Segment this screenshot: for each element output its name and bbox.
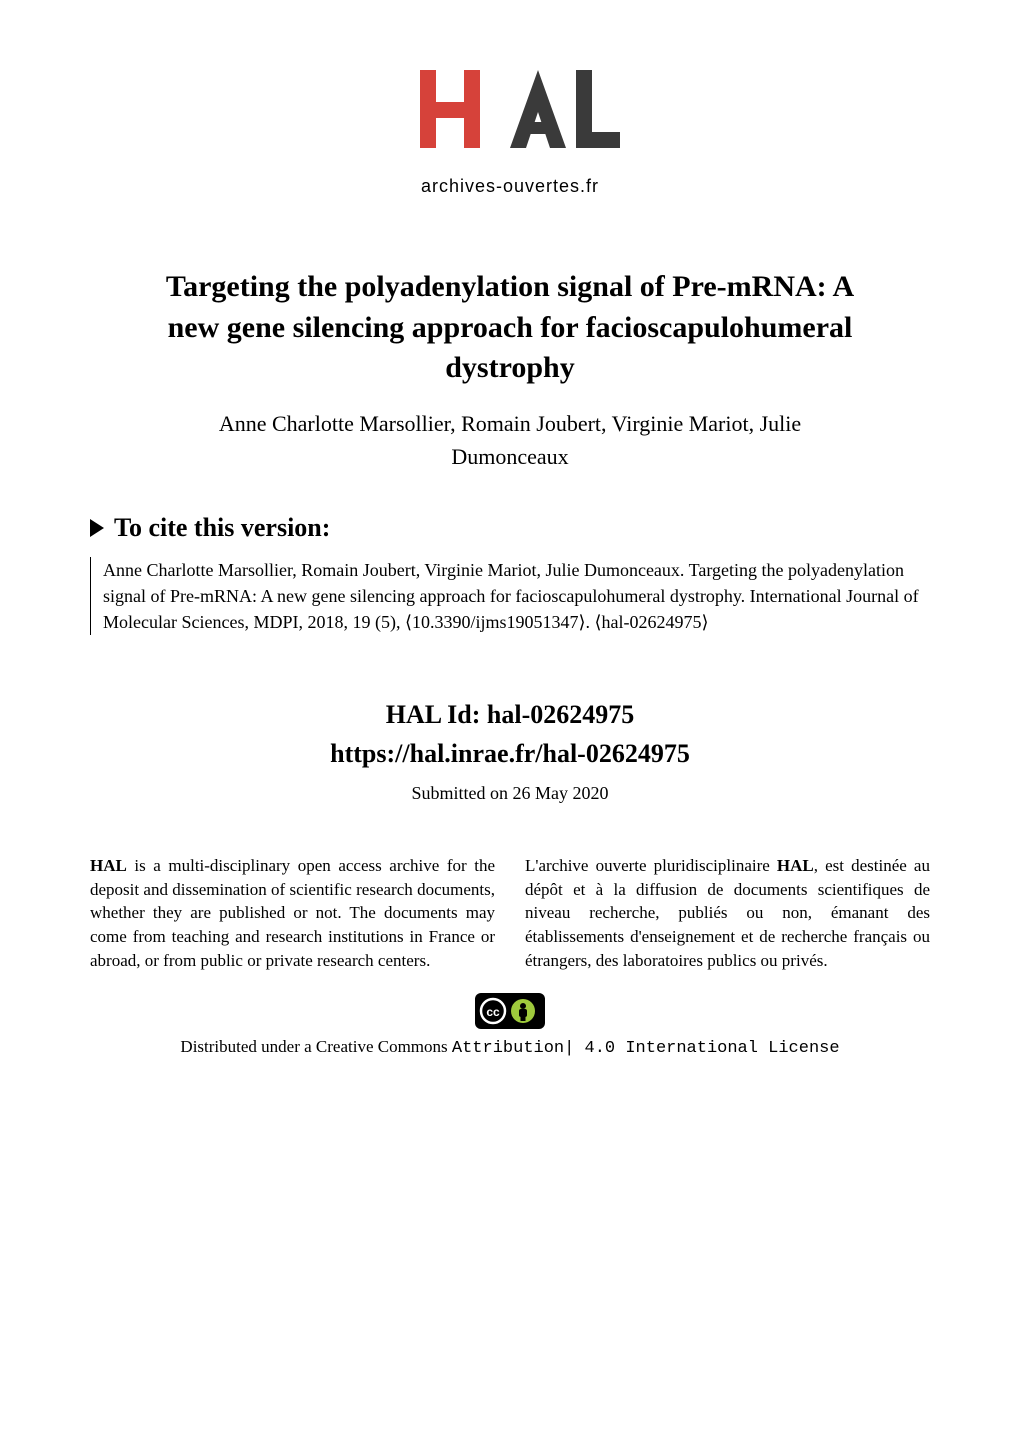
license-block: cc Distributed under a Creative Commons … <box>90 993 930 1058</box>
hal-logo-icon <box>390 60 630 170</box>
hal-bold-en: HAL <box>90 856 127 875</box>
logo-domain-text: archives-ouvertes.fr <box>90 176 930 197</box>
hal-url[interactable]: https://hal.inrae.fr/hal-02624975 <box>90 734 930 773</box>
paper-title: Targeting the polyadenylation signal of … <box>90 267 930 389</box>
hal-id: HAL Id: hal-02624975 <box>90 695 930 734</box>
cc-by-icon: cc <box>475 993 545 1029</box>
description-fr: L'archive ouverte pluridisciplinaire HAL… <box>525 854 930 973</box>
title-line-2: new gene silencing approach for faciosca… <box>90 308 930 349</box>
title-line-1: Targeting the polyadenylation signal of … <box>90 267 930 308</box>
submitted-date: Submitted on 26 May 2020 <box>90 783 930 804</box>
hal-id-block: HAL Id: hal-02624975 https://hal.inrae.f… <box>90 695 930 773</box>
triangle-icon <box>90 519 104 537</box>
desc-en-rest: is a multi-disciplinary open access arch… <box>90 856 495 970</box>
author-list: Anne Charlotte Marsollier, Romain Jouber… <box>90 407 930 473</box>
citation-section: To cite this version: Anne Charlotte Mar… <box>90 513 930 635</box>
cite-heading-row: To cite this version: <box>90 513 930 543</box>
description-en: HAL is a multi-disciplinary open access … <box>90 854 495 973</box>
hal-bold-fr: HAL <box>777 856 814 875</box>
title-line-3: dystrophy <box>90 348 930 389</box>
desc-fr-prefix: L'archive ouverte pluridisciplinaire <box>525 856 777 875</box>
description-columns: HAL is a multi-disciplinary open access … <box>90 854 930 973</box>
authors-line-2: Dumonceaux <box>90 440 930 473</box>
svg-text:cc: cc <box>486 1005 500 1019</box>
license-link[interactable]: Attribution| 4.0 International License <box>452 1039 840 1058</box>
cite-heading: To cite this version: <box>114 513 330 543</box>
citation-text: Anne Charlotte Marsollier, Romain Jouber… <box>90 557 930 635</box>
hal-logo-block: archives-ouvertes.fr <box>90 60 930 197</box>
authors-line-1: Anne Charlotte Marsollier, Romain Jouber… <box>90 407 930 440</box>
license-text: Distributed under a Creative Commons Att… <box>90 1037 930 1058</box>
license-label: Distributed under a Creative Commons <box>180 1037 451 1056</box>
